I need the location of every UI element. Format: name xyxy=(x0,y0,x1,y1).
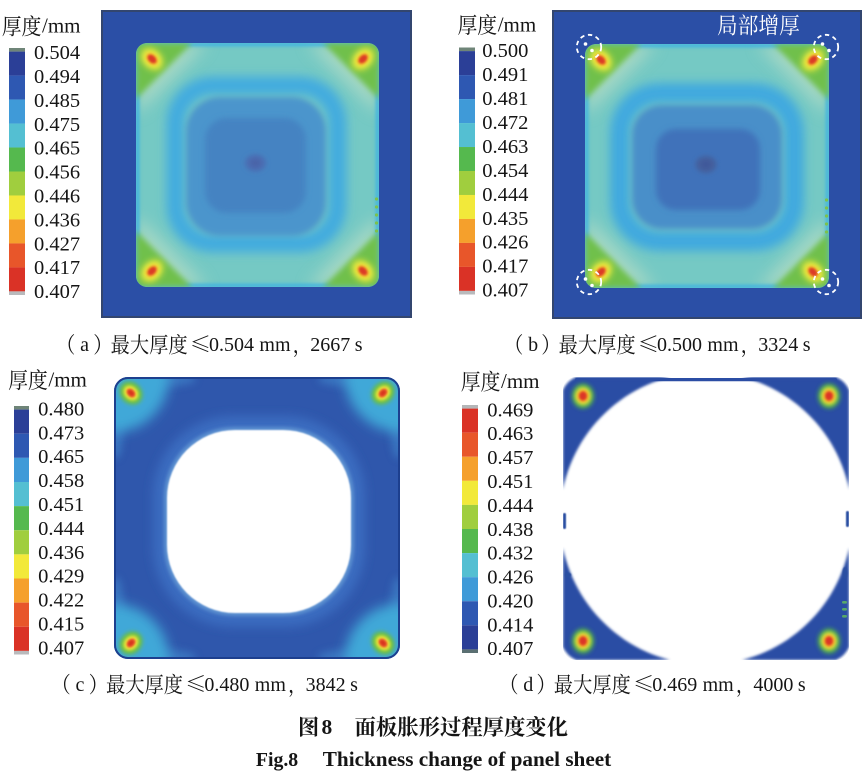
svg-text:0.465: 0.465 xyxy=(38,446,84,468)
svg-text:0.469: 0.469 xyxy=(487,399,533,421)
svg-text:0.436: 0.436 xyxy=(34,209,80,231)
svg-text:0.485: 0.485 xyxy=(34,90,80,112)
svg-text:a: a xyxy=(80,334,89,356)
svg-text:0.457: 0.457 xyxy=(487,447,533,469)
svg-text:0.480: 0.480 xyxy=(204,674,249,696)
svg-text:0.500: 0.500 xyxy=(482,40,528,62)
svg-text:0.415: 0.415 xyxy=(38,614,84,636)
svg-text:0.444: 0.444 xyxy=(487,495,533,517)
svg-text:/mm: /mm xyxy=(48,368,87,392)
svg-text:d: d xyxy=(523,674,533,696)
svg-text:Fig.8: Fig.8 xyxy=(256,749,298,771)
svg-text:c: c xyxy=(76,674,85,696)
svg-text:0.458: 0.458 xyxy=(38,470,84,492)
svg-text:0.420: 0.420 xyxy=(487,590,533,612)
svg-text:0.444: 0.444 xyxy=(38,518,84,540)
svg-text:0.417: 0.417 xyxy=(34,257,80,279)
svg-text:0.451: 0.451 xyxy=(487,471,533,493)
svg-text:0.463: 0.463 xyxy=(487,423,533,445)
svg-text:mm: mm xyxy=(259,334,291,356)
svg-text:0.504: 0.504 xyxy=(34,42,80,64)
svg-text:0.454: 0.454 xyxy=(482,160,528,182)
svg-text:0.407: 0.407 xyxy=(482,280,528,302)
svg-text:0.407: 0.407 xyxy=(38,637,84,659)
svg-text:0.426: 0.426 xyxy=(482,232,528,254)
svg-text:0.465: 0.465 xyxy=(34,138,80,160)
svg-text:0.407: 0.407 xyxy=(34,281,80,303)
svg-text:0.407: 0.407 xyxy=(487,638,533,660)
svg-text:0.414: 0.414 xyxy=(487,614,533,636)
svg-text:8: 8 xyxy=(322,715,333,739)
svg-text:0.446: 0.446 xyxy=(34,186,80,208)
svg-text:0.427: 0.427 xyxy=(34,233,80,255)
svg-text:0.491: 0.491 xyxy=(482,64,528,86)
svg-text:0.451: 0.451 xyxy=(38,494,84,516)
svg-text:0.422: 0.422 xyxy=(38,590,84,612)
svg-text:mm: mm xyxy=(255,674,287,696)
svg-text:s: s xyxy=(803,334,811,356)
svg-text:0.463: 0.463 xyxy=(482,136,528,158)
svg-text:0.429: 0.429 xyxy=(38,566,84,588)
svg-text:0.438: 0.438 xyxy=(487,519,533,541)
svg-text:/mm: /mm xyxy=(501,369,540,393)
svg-text:s: s xyxy=(355,334,363,356)
svg-text:0.504: 0.504 xyxy=(209,334,254,356)
svg-text:mm: mm xyxy=(703,674,735,696)
svg-text:0.417: 0.417 xyxy=(482,256,528,278)
svg-text:2667: 2667 xyxy=(310,334,350,356)
svg-text:4000: 4000 xyxy=(753,674,793,696)
svg-text:3842: 3842 xyxy=(306,674,346,696)
svg-text:0.481: 0.481 xyxy=(482,88,528,110)
svg-text:0.432: 0.432 xyxy=(487,543,533,565)
svg-text:Thickness change of panel shee: Thickness change of panel sheet xyxy=(323,747,611,771)
svg-text:/mm: /mm xyxy=(498,12,537,36)
svg-text:0.472: 0.472 xyxy=(482,112,528,134)
svg-text:0.480: 0.480 xyxy=(38,398,84,420)
svg-text:0.435: 0.435 xyxy=(482,208,528,230)
svg-text:0.494: 0.494 xyxy=(34,66,80,88)
svg-text:0.469: 0.469 xyxy=(652,674,697,696)
svg-text:s: s xyxy=(350,674,358,696)
svg-text:mm: mm xyxy=(707,334,739,356)
svg-text:0.456: 0.456 xyxy=(34,162,80,184)
svg-text:/mm: /mm xyxy=(42,14,81,38)
svg-text:3324: 3324 xyxy=(758,334,798,356)
svg-text:0.426: 0.426 xyxy=(487,567,533,589)
svg-text:0.475: 0.475 xyxy=(34,114,80,136)
svg-text:b: b xyxy=(528,334,538,356)
svg-text:0.473: 0.473 xyxy=(38,422,84,444)
svg-text:0.436: 0.436 xyxy=(38,542,84,564)
svg-text:s: s xyxy=(798,674,806,696)
svg-text:0.444: 0.444 xyxy=(482,184,528,206)
svg-text:0.500: 0.500 xyxy=(657,334,702,356)
